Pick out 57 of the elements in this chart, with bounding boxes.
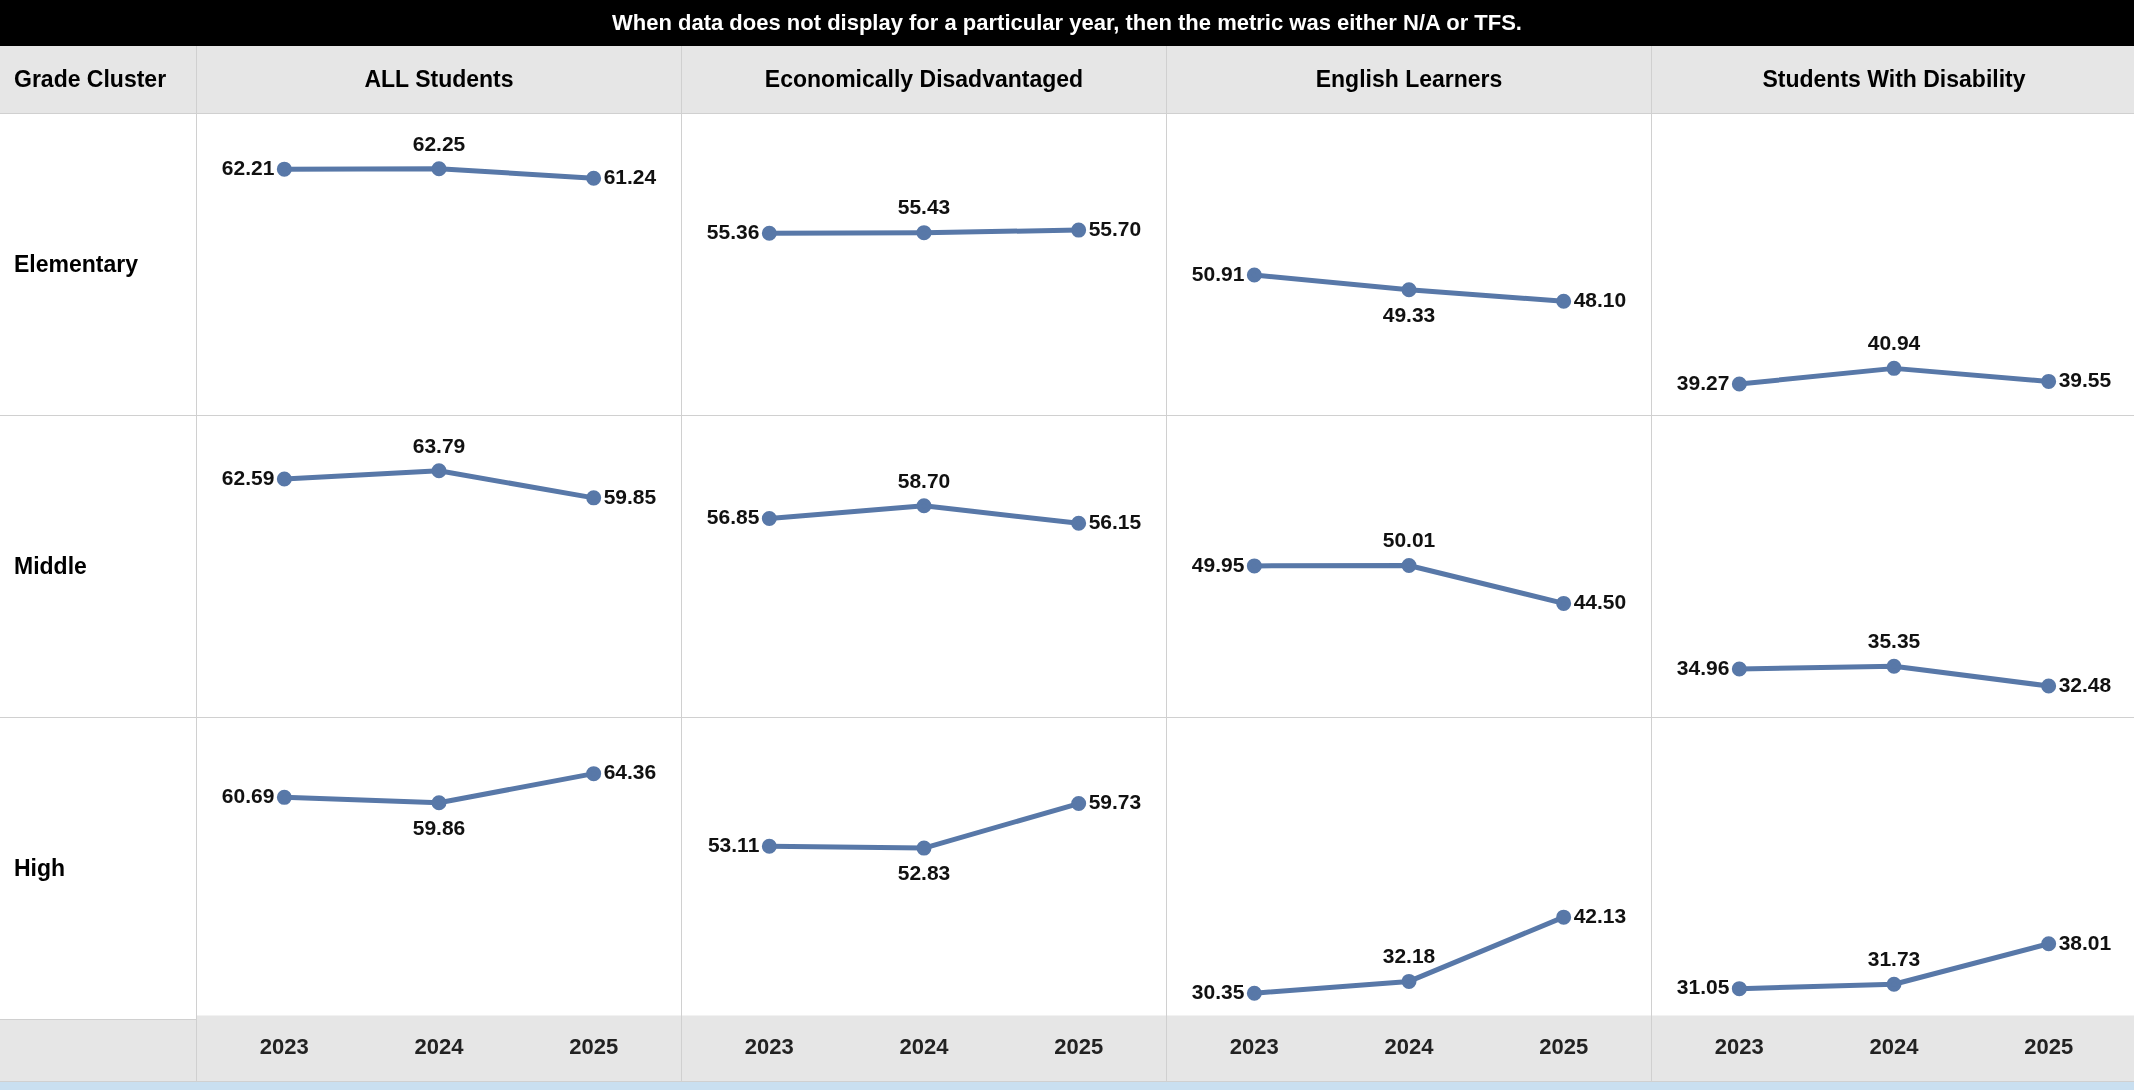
x-tick-label: 2023: [1714, 1033, 1764, 1059]
y-axis-title: Middle: [0, 416, 197, 718]
x-tick-label: 2025: [2024, 1033, 2074, 1059]
x-tick-label: 2024: [1869, 1033, 1920, 1059]
x-tick-label: 2023: [744, 1033, 794, 1059]
chart-title: Economically Disadvantaged: [682, 46, 1167, 114]
data-label: 59.85: [603, 484, 657, 508]
chart-title: Students With Disability: [1652, 46, 2134, 114]
data-label: 58.70: [897, 468, 951, 492]
data-label: 56.85: [706, 505, 760, 529]
x-tick-label: 2025: [1054, 1033, 1104, 1059]
data-label: 49.33: [1382, 302, 1436, 326]
data-label: 39.27: [1676, 370, 1730, 394]
data-label: 62.25: [412, 131, 466, 155]
data-label: 32.48: [2058, 672, 2112, 696]
data-label: 38.01: [2058, 930, 2112, 954]
data-label: 62.59: [221, 465, 275, 489]
chart-title: English Learners: [1167, 46, 1652, 114]
data-label: 48.10: [1573, 288, 1627, 312]
data-label: 50.91: [1191, 261, 1245, 285]
x-tick-label: 2025: [1539, 1033, 1589, 1059]
text: When data does not display for a particular year, then the metric was either N/A or TFS.: [0, 0, 2134, 46]
data-label: 31.05: [1676, 975, 1730, 999]
data-label: 55.43: [897, 195, 951, 219]
data-label: 59.86: [412, 815, 466, 839]
data-label: 50.01: [1382, 528, 1436, 552]
x-tick-label: 2023: [259, 1033, 309, 1059]
data-label: 56.15: [1088, 510, 1142, 534]
x-tick-label: 2024: [899, 1033, 950, 1059]
x-tick-label: 2024: [414, 1033, 465, 1059]
data-label: 49.95: [1191, 552, 1245, 576]
text: Grade Cluster: [0, 46, 197, 114]
data-label: 64.36: [603, 760, 657, 784]
data-label: 55.70: [1088, 216, 1142, 240]
data-label: 53.11: [707, 833, 760, 857]
data-label: 61.24: [603, 165, 657, 189]
data-label: 34.96: [1676, 655, 1730, 679]
data-label: 59.73: [1088, 790, 1142, 814]
data-label: 42.13: [1573, 903, 1627, 927]
data-label: 52.83: [897, 860, 951, 884]
data-label: 44.50: [1573, 590, 1627, 614]
chart-title: ALL Students: [197, 46, 682, 114]
data-label: 35.35: [1867, 629, 1921, 653]
y-axis-title: High: [0, 718, 197, 1020]
y-axis-title: Elementary: [0, 114, 197, 416]
x-tick-label: 2024: [1384, 1033, 1435, 1059]
data-label: 31.73: [1867, 947, 1921, 971]
data-label: 63.79: [412, 433, 466, 457]
data-label: 62.21: [221, 155, 275, 179]
data-label: 55.36: [706, 220, 760, 244]
data-label: 30.35: [1191, 979, 1245, 1003]
data-label: 32.18: [1382, 944, 1436, 968]
x-tick-label: 2023: [1229, 1033, 1279, 1059]
data-label: 60.69: [221, 784, 275, 808]
data-label: 39.55: [2058, 368, 2112, 392]
x-tick-label: 2025: [569, 1033, 619, 1059]
data-label: 40.94: [1867, 331, 1921, 355]
